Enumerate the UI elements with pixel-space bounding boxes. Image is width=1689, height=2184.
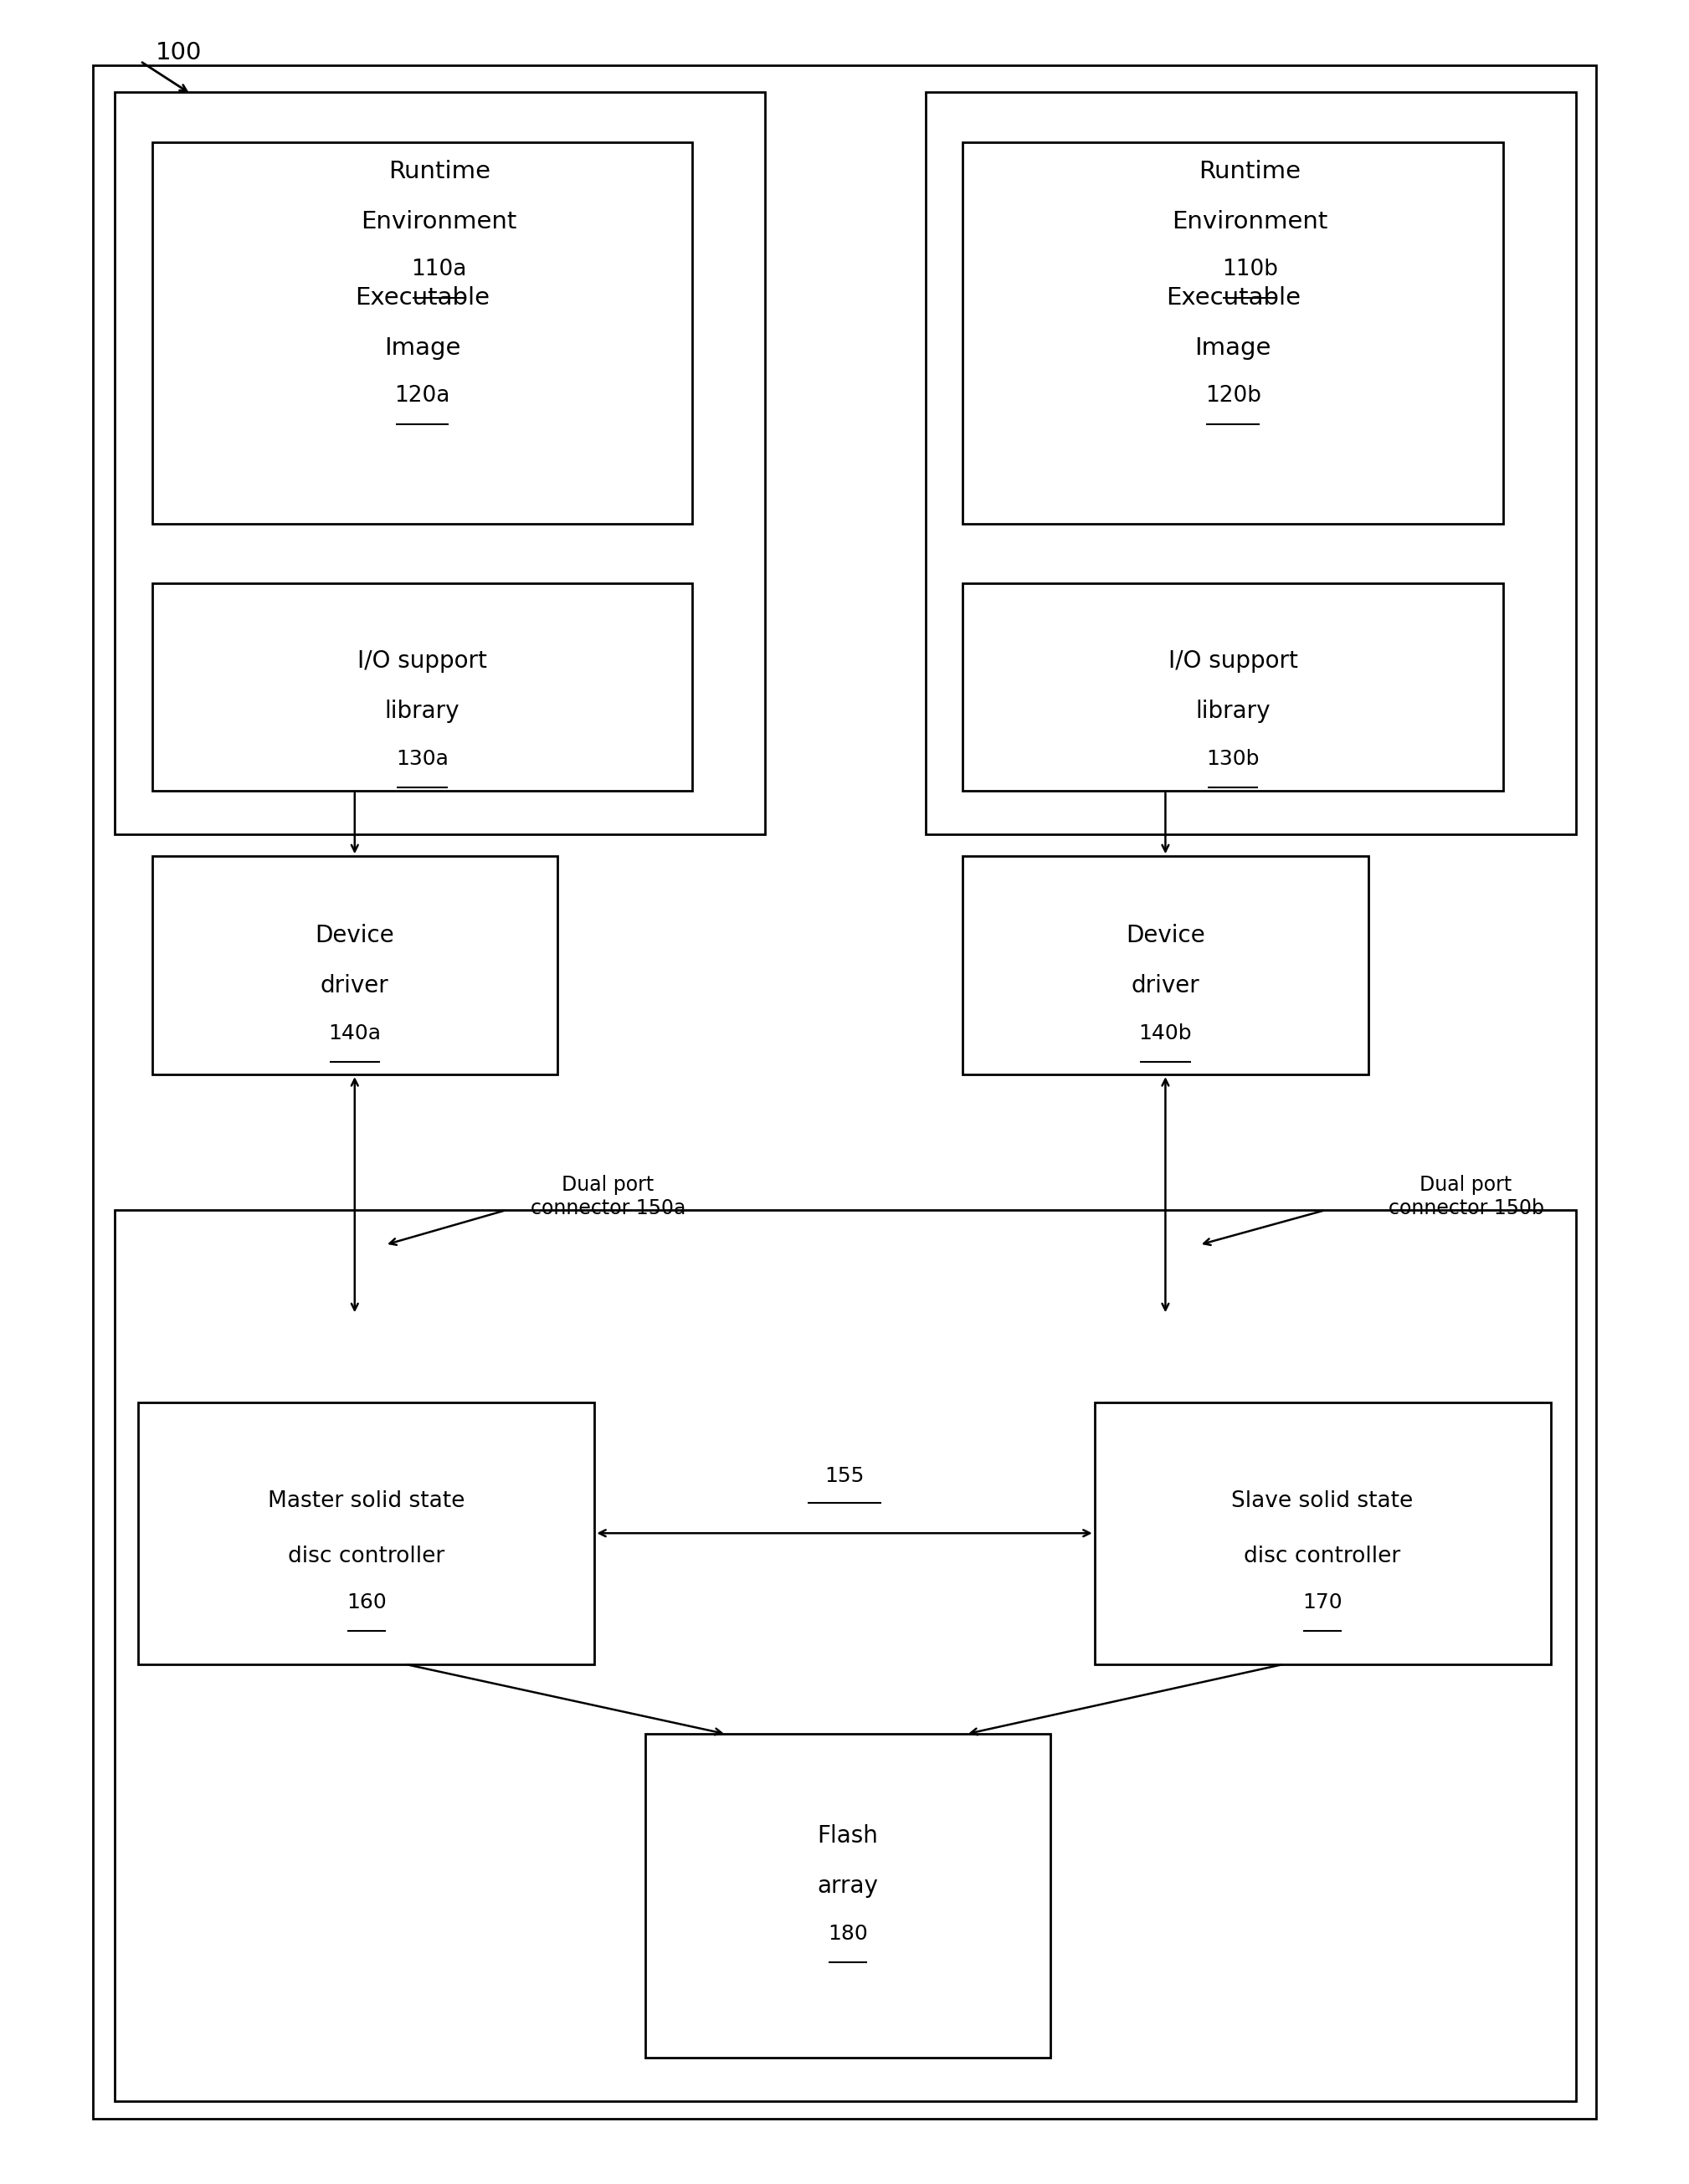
- Text: Device: Device: [316, 924, 394, 948]
- Text: 110a: 110a: [412, 258, 466, 280]
- Bar: [115, 1210, 1576, 2101]
- Text: 160: 160: [346, 1592, 387, 1612]
- Text: Runtime: Runtime: [1199, 159, 1301, 183]
- Text: Image: Image: [1194, 336, 1272, 360]
- Text: 100: 100: [155, 41, 201, 63]
- Text: I/O support: I/O support: [1169, 649, 1297, 673]
- Text: I/O support: I/O support: [358, 649, 486, 673]
- Text: Environment: Environment: [361, 210, 517, 234]
- Bar: [152, 583, 692, 791]
- Bar: [152, 856, 557, 1075]
- Text: 130b: 130b: [1206, 749, 1260, 769]
- Text: Executable: Executable: [1165, 286, 1301, 310]
- Text: library: library: [385, 699, 459, 723]
- Bar: [963, 142, 1503, 524]
- Text: 110b: 110b: [1221, 258, 1279, 280]
- Text: Image: Image: [383, 336, 461, 360]
- Text: disc controller: disc controller: [289, 1546, 444, 1566]
- Bar: [1094, 1402, 1551, 1664]
- Text: Slave solid state: Slave solid state: [1231, 1492, 1414, 1511]
- Text: Runtime: Runtime: [388, 159, 490, 183]
- Text: array: array: [817, 1874, 878, 1898]
- Text: 120b: 120b: [1204, 384, 1262, 406]
- Text: 155: 155: [824, 1465, 865, 1487]
- Bar: [138, 1402, 595, 1664]
- Text: 140b: 140b: [1138, 1024, 1192, 1044]
- Bar: [645, 1734, 1051, 2057]
- Bar: [93, 66, 1596, 2118]
- Text: library: library: [1196, 699, 1270, 723]
- Text: disc controller: disc controller: [1245, 1546, 1400, 1566]
- Text: Environment: Environment: [1172, 210, 1328, 234]
- Text: Device: Device: [1127, 924, 1204, 948]
- Bar: [926, 92, 1576, 834]
- Text: Master solid state: Master solid state: [269, 1492, 464, 1511]
- Text: Dual port
connector 150a: Dual port connector 150a: [530, 1175, 686, 1219]
- Text: 130a: 130a: [395, 749, 449, 769]
- Text: Flash: Flash: [817, 1824, 878, 1848]
- Text: Executable: Executable: [355, 286, 490, 310]
- Text: driver: driver: [1132, 974, 1199, 998]
- Text: 170: 170: [1302, 1592, 1343, 1612]
- Bar: [963, 583, 1503, 791]
- Bar: [152, 142, 692, 524]
- Bar: [963, 856, 1368, 1075]
- Text: 120a: 120a: [395, 384, 449, 406]
- Text: 140a: 140a: [328, 1024, 382, 1044]
- Text: Dual port
connector 150b: Dual port connector 150b: [1388, 1175, 1544, 1219]
- Bar: [115, 92, 765, 834]
- Text: driver: driver: [321, 974, 388, 998]
- Text: 180: 180: [828, 1924, 868, 1944]
